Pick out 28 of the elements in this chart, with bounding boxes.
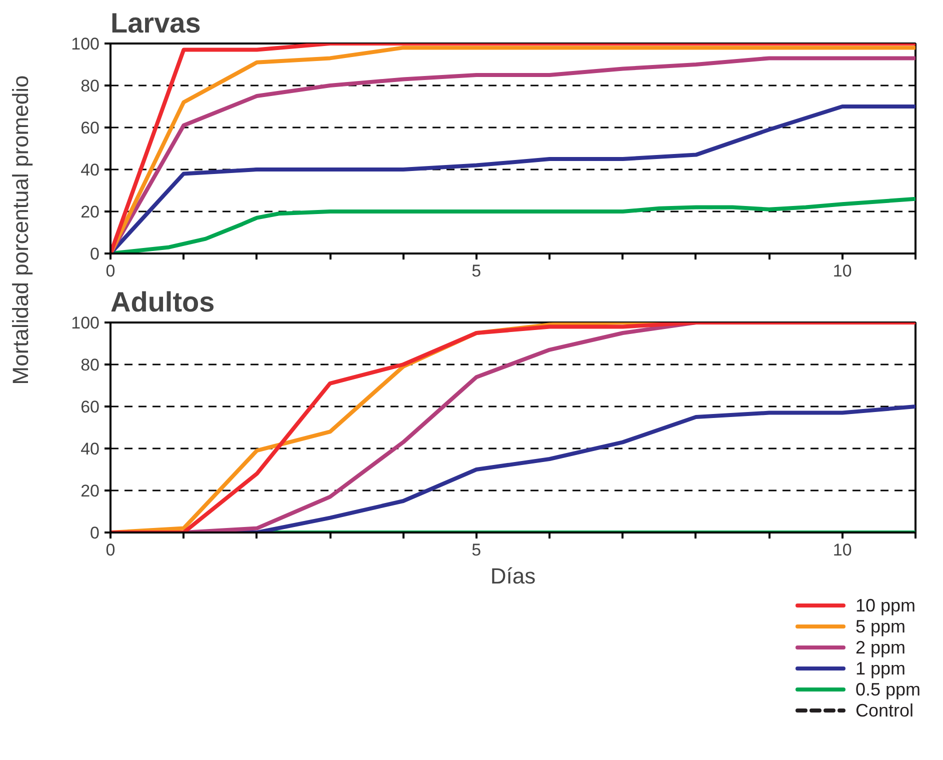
- x-tick-label: 5: [472, 540, 482, 560]
- y-tick-label: 60: [80, 118, 100, 138]
- x-axis-title: Días: [490, 564, 536, 588]
- chart-title: Adultos: [110, 286, 215, 318]
- y-tick-label: 40: [80, 160, 100, 180]
- x-tick-label: 0: [106, 540, 116, 560]
- y-tick-label: 40: [80, 440, 100, 458]
- y-tick-label: 20: [80, 202, 100, 222]
- legend-label: 0.5 ppm: [856, 680, 921, 700]
- chart-title: Larvas: [110, 8, 201, 38]
- y-tick-label: 20: [80, 482, 100, 500]
- legend-label: Control: [856, 700, 914, 720]
- legend-label: 10 ppm: [856, 596, 916, 616]
- y-tick-label: 80: [80, 76, 100, 96]
- y-tick-label: 0: [90, 524, 100, 542]
- y-tick-label: 100: [71, 314, 100, 332]
- y-axis-title: Mortalidad porcentual promedio: [7, 74, 34, 387]
- y-tick-label: 0: [90, 244, 100, 264]
- x-tick-label: 10: [832, 262, 852, 280]
- legend-label: 5 ppm: [856, 616, 906, 636]
- y-tick-label: 60: [80, 398, 100, 416]
- y-tick-label: 100: [71, 34, 100, 54]
- legend-label: 1 ppm: [856, 658, 906, 678]
- legend-label: 2 ppm: [856, 638, 906, 658]
- y-tick-label: 80: [80, 356, 100, 374]
- x-tick-label: 10: [832, 540, 852, 560]
- x-tick-label: 5: [472, 262, 482, 280]
- x-tick-label: 0: [106, 262, 116, 280]
